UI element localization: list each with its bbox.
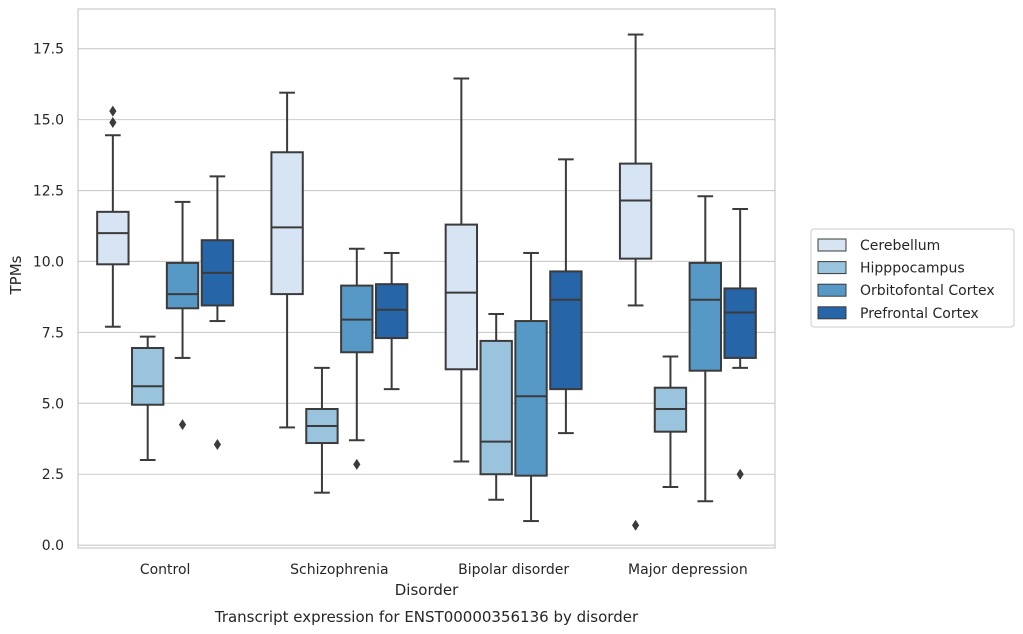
box-plot xyxy=(688,195,722,503)
legend: Cerebellum Hipppocampus Orbitofontal Corte… xyxy=(810,228,1015,328)
legend-label: Hipppocampus xyxy=(860,261,965,277)
series-cerebellum xyxy=(96,33,653,531)
box-iqr xyxy=(374,283,409,340)
box-iqr xyxy=(514,320,548,477)
series-hipppocampus xyxy=(131,312,688,501)
legend-swatch xyxy=(817,306,847,320)
box-iqr xyxy=(618,162,653,260)
legend-item: Cerebellum xyxy=(817,238,940,254)
outlier-point xyxy=(109,105,117,117)
box-plot xyxy=(374,251,409,391)
x-tick-label: Control xyxy=(140,562,191,578)
outlier-point xyxy=(178,419,187,431)
legend-swatch xyxy=(817,283,847,297)
box-plot xyxy=(479,312,513,501)
box-iqr xyxy=(688,261,722,372)
box-plot xyxy=(653,355,688,489)
grid-lines xyxy=(78,48,775,546)
y-tick-label: 12.5 xyxy=(33,184,64,200)
x-tick-label: Major depression xyxy=(628,562,748,578)
box-plot xyxy=(514,251,548,523)
x-tick-label: Bipolar disorder xyxy=(458,562,569,578)
box-iqr xyxy=(723,287,757,359)
box-iqr xyxy=(270,151,304,296)
box-plot xyxy=(305,366,339,494)
y-tick-label: 2.5 xyxy=(42,467,64,483)
box-plot xyxy=(131,335,165,462)
box-plot xyxy=(340,247,374,470)
y-tick-label: 15.0 xyxy=(33,113,64,129)
box-plot xyxy=(96,105,130,328)
box-iqr xyxy=(479,339,513,476)
x-tick-label: Schizophrenia xyxy=(290,562,388,578)
y-tick-label: 0.0 xyxy=(42,538,64,554)
y-tick-label: 5.0 xyxy=(42,396,64,412)
box-plot xyxy=(165,200,200,431)
outlier-point xyxy=(353,458,361,470)
box-iqr xyxy=(165,261,200,310)
box-plot xyxy=(723,207,757,480)
outlier-point xyxy=(632,519,640,531)
box-plot xyxy=(200,175,235,450)
y-tick-label: 10.0 xyxy=(33,254,64,270)
legend-label: Orbitofontal Cortex xyxy=(860,283,995,299)
box-iqr xyxy=(549,270,583,391)
legend-swatch xyxy=(817,238,847,252)
x-axis: Control Schizophrenia Bipolar disorder Majo… xyxy=(140,562,748,578)
y-tick-label: 17.5 xyxy=(33,42,64,58)
legend-item: Hipppocampus xyxy=(817,261,965,277)
box-iqr xyxy=(96,210,130,266)
legend-item: Prefrontal Cortex xyxy=(817,306,979,322)
legend-item: Orbitofontal Cortex xyxy=(817,283,995,299)
box-plot xyxy=(270,91,304,429)
outlier-point xyxy=(736,468,744,480)
legend-label: Cerebellum xyxy=(860,238,940,254)
chart-caption: Transcript expression for ENST0000035613… xyxy=(214,608,639,626)
box-plot xyxy=(444,77,479,463)
legend-frame xyxy=(810,228,1015,328)
outlier-point xyxy=(109,116,117,128)
series-prefrontal-cortex xyxy=(200,158,757,480)
box-iqr xyxy=(444,223,479,371)
box-plot xyxy=(549,158,583,435)
outlier-point xyxy=(213,438,221,450)
x-axis-title: Disorder xyxy=(395,581,459,599)
y-axis: 0.0 2.5 5.0 7.5 10.0 12.5 15.0 17.5 xyxy=(33,42,64,554)
y-tick-label: 7.5 xyxy=(42,325,64,341)
legend-label: Prefrontal Cortex xyxy=(860,306,979,322)
plot-frame xyxy=(77,8,776,549)
y-axis-title: TPMs xyxy=(7,255,25,295)
plot-area xyxy=(96,33,757,531)
legend-swatch xyxy=(817,261,847,275)
box-plot xyxy=(618,33,653,531)
series-orbitofontal-cortex xyxy=(165,195,722,523)
box-iqr xyxy=(131,347,165,406)
